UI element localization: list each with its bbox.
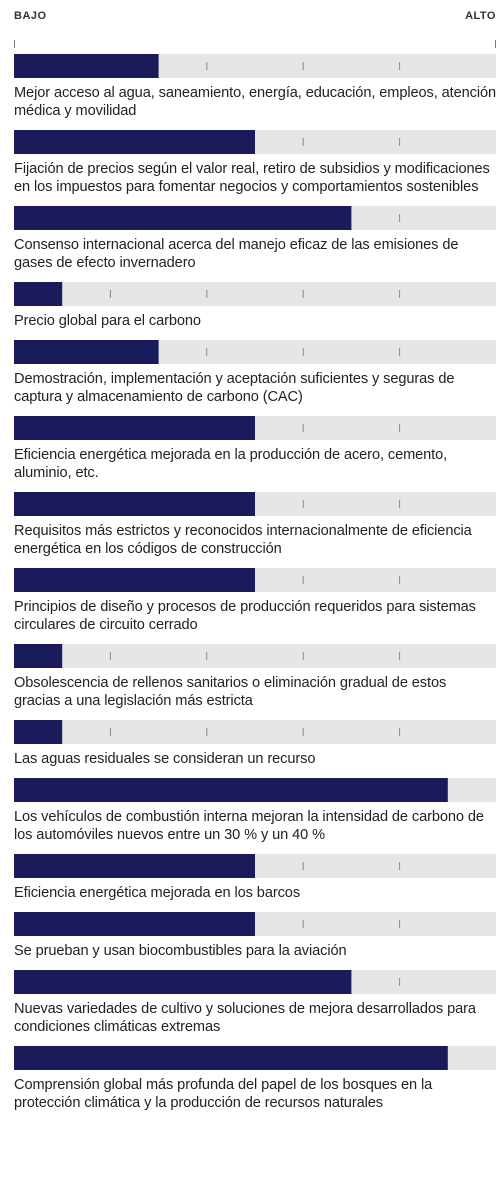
bar: [14, 1046, 448, 1070]
bar-item: Eficiencia energética mejorada en la pro…: [14, 416, 496, 482]
bar: [14, 854, 255, 878]
bar-track-group: [14, 778, 496, 802]
bar: [14, 644, 63, 668]
bar-label: Las aguas residuales se consideran un re…: [14, 751, 316, 767]
bar-label: Consenso internacional acerca del manejo…: [14, 237, 459, 271]
bar-track-group: [14, 644, 496, 668]
bar-track-group: [14, 720, 496, 744]
bar-track-group: [14, 568, 496, 592]
bar-track-group: [14, 854, 496, 878]
bar-label: Principios de diseño y procesos de produ…: [14, 599, 476, 633]
bar-label: Obsolescencia de rellenos sanitarios o e…: [14, 675, 447, 709]
bar: [14, 282, 63, 306]
bar-track: [14, 720, 496, 744]
bar-track-group: [14, 54, 496, 78]
bar-label: Los vehículos de combustión interna mejo…: [14, 809, 484, 843]
bar-track-group: [14, 970, 496, 994]
bar-label: Eficiencia energética mejorada en los ba…: [14, 885, 301, 901]
bar-item: Consenso internacional acerca del manejo…: [14, 206, 496, 272]
bar-track-group: [14, 130, 496, 154]
bar: [14, 970, 352, 994]
bar-track: [14, 644, 496, 668]
bar-track-group: [14, 340, 496, 364]
bar-label: Fijación de precios según el valor real,…: [14, 161, 490, 195]
bar-item: Las aguas residuales se consideran un re…: [14, 720, 496, 768]
bar-track-group: [14, 492, 496, 516]
scale-header: BAJO ALTO: [14, 0, 496, 54]
bar: [14, 340, 159, 364]
scale-low-label: BAJO: [14, 10, 47, 22]
bar-track-group: [14, 206, 496, 230]
bar-track-group: [14, 416, 496, 440]
bar-item: Se prueban y usan biocombustibles para l…: [14, 912, 496, 960]
bar-item: Los vehículos de combustión interna mejo…: [14, 778, 496, 844]
bar-item: Principios de diseño y procesos de produ…: [14, 568, 496, 634]
bar-item: Nuevas variedades de cultivo y solucione…: [14, 970, 496, 1036]
bar-item: Demostración, implementación y aceptació…: [14, 340, 496, 406]
bar-label: Demostración, implementación y aceptació…: [14, 371, 455, 405]
bar: [14, 206, 352, 230]
bar-label: Nuevas variedades de cultivo y solucione…: [14, 1001, 476, 1035]
bar-item: Eficiencia energética mejorada en los ba…: [14, 854, 496, 902]
bar-list: Mejor acceso al agua, saneamiento, energ…: [14, 54, 496, 1112]
bar-label: Precio global para el carbono: [14, 313, 201, 329]
bar-label: Mejor acceso al agua, saneamiento, energ…: [14, 85, 496, 119]
scale-high-label: ALTO: [465, 10, 496, 22]
bar: [14, 568, 255, 592]
bar-item: Comprensión global más profunda del pape…: [14, 1046, 496, 1112]
bar: [14, 912, 255, 936]
bar-label: Eficiencia energética mejorada en la pro…: [14, 447, 448, 481]
bar: [14, 130, 255, 154]
bar: [14, 720, 63, 744]
bar-label: Requisitos más estrictos y reconocidos i…: [14, 523, 472, 557]
bar-item: Mejor acceso al agua, saneamiento, energ…: [14, 54, 496, 120]
bar-item: Requisitos más estrictos y reconocidos i…: [14, 492, 496, 558]
bar: [14, 416, 255, 440]
bar: [14, 54, 159, 78]
scale-ticks: [14, 40, 496, 48]
bar: [14, 492, 255, 516]
bar-track-group: [14, 1046, 496, 1070]
bar: [14, 778, 448, 802]
bar-track-group: [14, 282, 496, 306]
bar-label: Se prueban y usan biocombustibles para l…: [14, 943, 347, 959]
bar-item: Precio global para el carbono: [14, 282, 496, 330]
chart: BAJO ALTO Mejor acceso al agua, saneamie…: [14, 0, 496, 1122]
bar-track-group: [14, 912, 496, 936]
bar-item: Fijación de precios según el valor real,…: [14, 130, 496, 196]
bar-label: Comprensión global más profunda del pape…: [14, 1077, 433, 1111]
bar-track: [14, 282, 496, 306]
bar-item: Obsolescencia de rellenos sanitarios o e…: [14, 644, 496, 710]
